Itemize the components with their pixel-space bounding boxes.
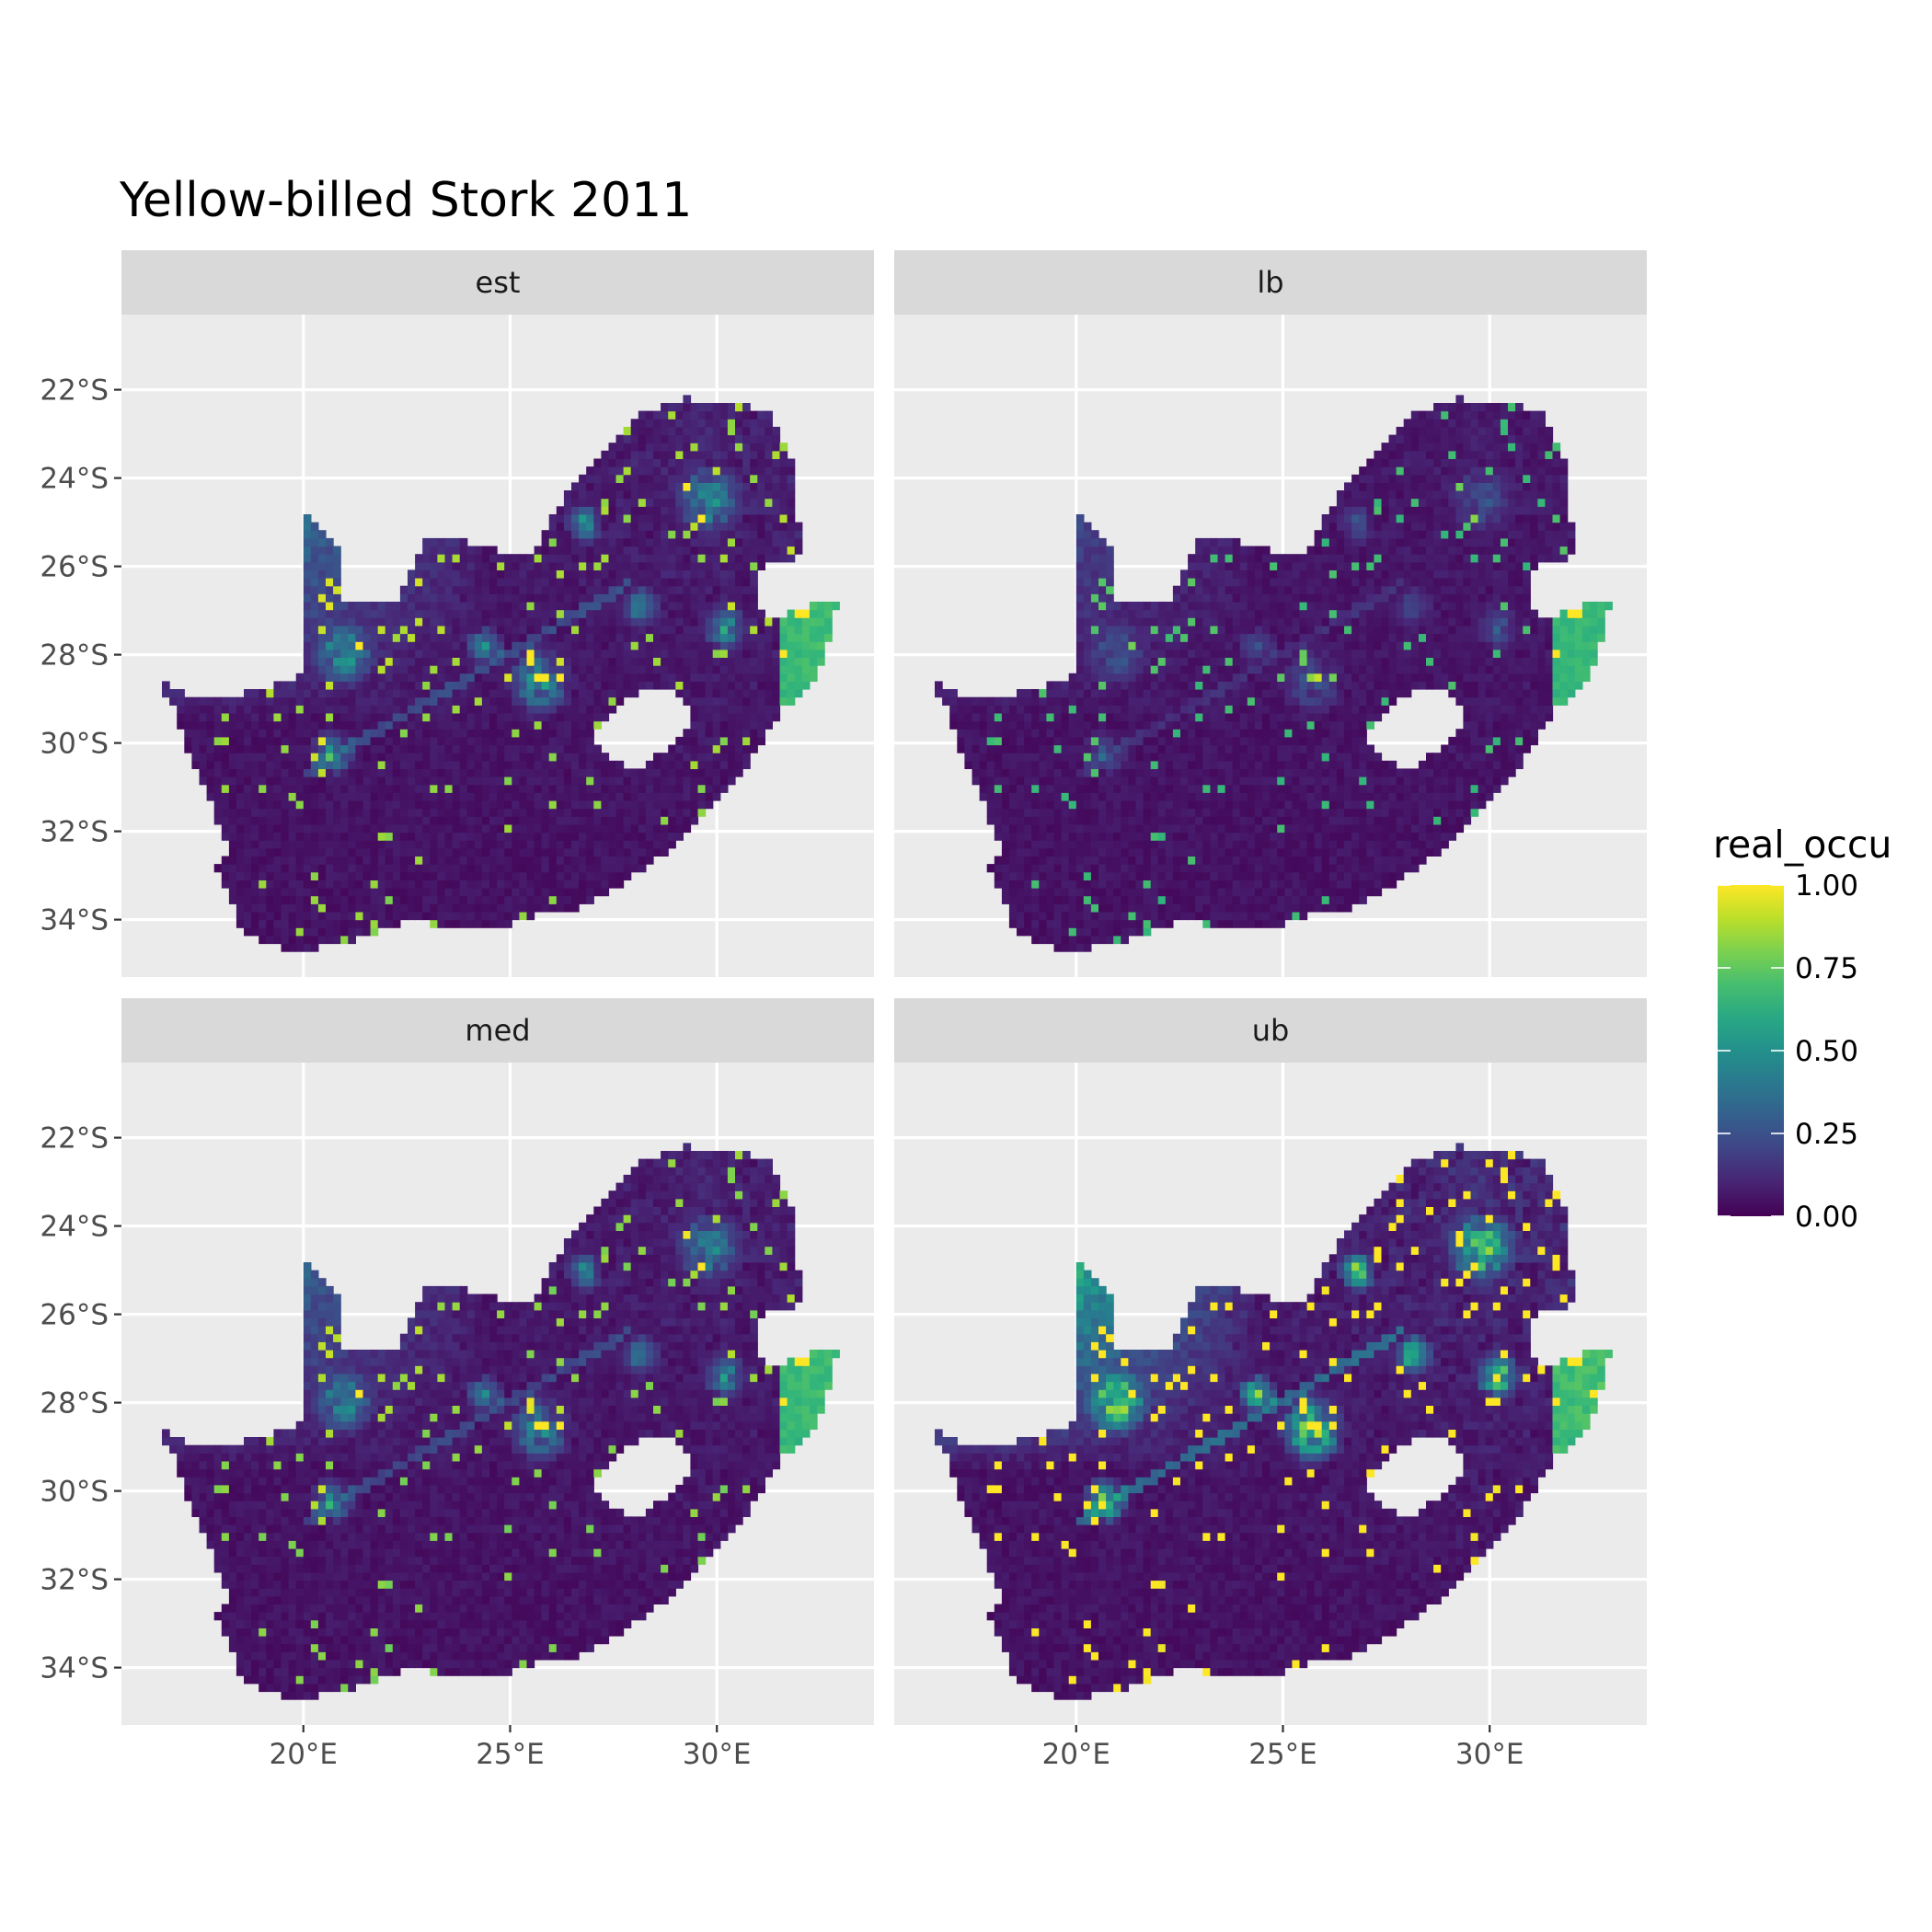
legend-tick-label: 0.50 [1795, 1035, 1858, 1068]
facet-panels: est 22°S 24°S 26°S 28°S 30°S 32°S 34°S lb med 22°S… [40, 250, 1647, 1771]
facet-strip-label: ub [1252, 1013, 1290, 1048]
facet-strip-label: med [465, 1013, 530, 1048]
y-tick-label: 26°S [40, 1299, 109, 1332]
facet-strip-label: est [476, 265, 521, 300]
y-tick-label: 32°S [40, 816, 109, 849]
facet-panel-lb: lb [894, 250, 1647, 977]
x-tick-label: 25°E [1248, 1738, 1317, 1771]
y-tick-label: 24°S [40, 1211, 109, 1244]
x-tick-label: 20°E [269, 1738, 338, 1771]
y-tick-label: 34°S [40, 1652, 109, 1685]
x-tick-label: 30°E [1455, 1738, 1524, 1771]
legend-tick-label: 1.00 [1795, 869, 1858, 903]
x-tick-label: 20°E [1041, 1738, 1110, 1771]
legend-tick-label: 0.25 [1795, 1118, 1858, 1151]
legend-title: real_occu [1713, 822, 1892, 867]
facet-strip-label: lb [1257, 265, 1283, 300]
y-tick-label: 22°S [40, 1122, 109, 1156]
y-tick-label: 26°S [40, 551, 109, 584]
y-tick-label: 34°S [40, 904, 109, 937]
facet-panel-est: est 22°S 24°S 26°S 28°S 30°S 32°S 34°S [40, 250, 874, 977]
x-tick-label: 30°E [683, 1738, 752, 1771]
y-tick-label: 28°S [40, 1387, 109, 1420]
x-tick-label: 25°E [476, 1738, 545, 1771]
facet-panel-med: med 22°S 24°S 26°S 28°S 30°S 32°S 34°S 20°E 25°E 3… [40, 998, 874, 1771]
legend-tick-label: 0.75 [1795, 952, 1858, 985]
y-tick-label: 22°S [40, 374, 109, 408]
y-tick-label: 32°S [40, 1564, 109, 1597]
y-tick-label: 30°S [40, 1476, 109, 1509]
facet-panel-ub: ub 20°E 25°E 30°E [894, 998, 1647, 1771]
plot-title: Yellow-billed Stork 2011 [119, 173, 692, 228]
y-tick-label: 30°S [40, 728, 109, 761]
legend-tick-label: 0.00 [1795, 1201, 1858, 1234]
y-tick-label: 28°S [40, 639, 109, 673]
y-tick-label: 24°S [40, 463, 109, 496]
